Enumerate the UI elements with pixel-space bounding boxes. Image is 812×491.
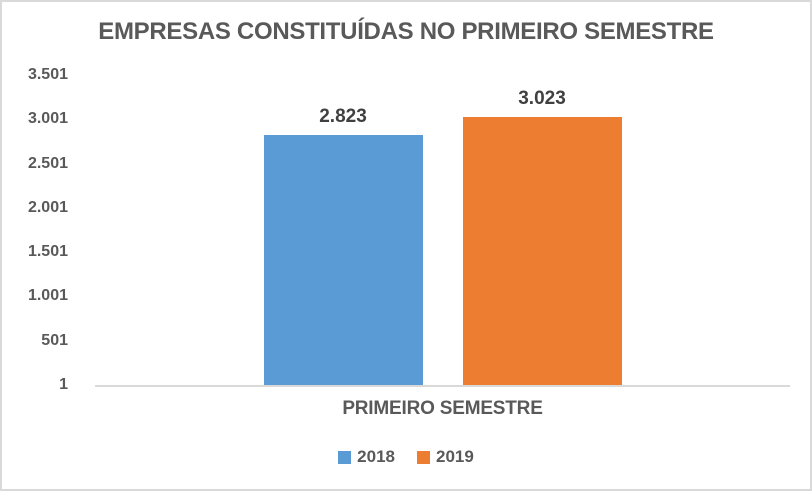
y-axis-tick-label: 1.001 bbox=[27, 287, 68, 305]
bar-2019 bbox=[462, 117, 622, 385]
y-axis-tick-label: 2.501 bbox=[27, 154, 68, 172]
bar-wrap-2018: 2.823 bbox=[263, 106, 423, 385]
chart-title: EMPRESAS CONSTITUÍDAS NO PRIMEIRO SEMEST… bbox=[98, 18, 714, 45]
legend-swatch-icon bbox=[338, 450, 352, 464]
legend: 2018 2019 bbox=[2, 447, 810, 467]
legend-label: 2019 bbox=[436, 447, 474, 466]
bar-2018 bbox=[263, 135, 423, 385]
legend-label: 2018 bbox=[357, 447, 395, 466]
bar-group: 2.823 3.023 bbox=[95, 75, 790, 385]
legend-item-2019: 2019 bbox=[417, 447, 474, 467]
legend-item-2018: 2018 bbox=[338, 447, 395, 467]
bar-value-label-2019: 3.023 bbox=[518, 88, 566, 109]
bar-wrap-2019: 3.023 bbox=[462, 88, 622, 385]
y-axis-tick-label: 2.001 bbox=[27, 198, 68, 216]
x-axis-category-label: PRIMEIRO SEMESTRE bbox=[342, 398, 543, 419]
y-axis: 3.501 3.001 2.501 2.001 1.501 1.001 501 1 bbox=[2, 2, 68, 489]
y-axis-tick-label: 501 bbox=[41, 331, 68, 349]
y-axis-tick-label: 3.001 bbox=[27, 110, 68, 128]
x-axis-line bbox=[95, 385, 790, 387]
plot-area: 2.823 3.023 bbox=[95, 75, 790, 387]
y-axis-tick-label: 1.501 bbox=[27, 243, 68, 261]
y-axis-tick-label: 3.501 bbox=[27, 66, 68, 83]
bar-value-label-2018: 2.823 bbox=[319, 106, 367, 127]
legend-swatch-icon bbox=[417, 450, 430, 464]
y-axis-tick-label: 1 bbox=[59, 376, 68, 393]
